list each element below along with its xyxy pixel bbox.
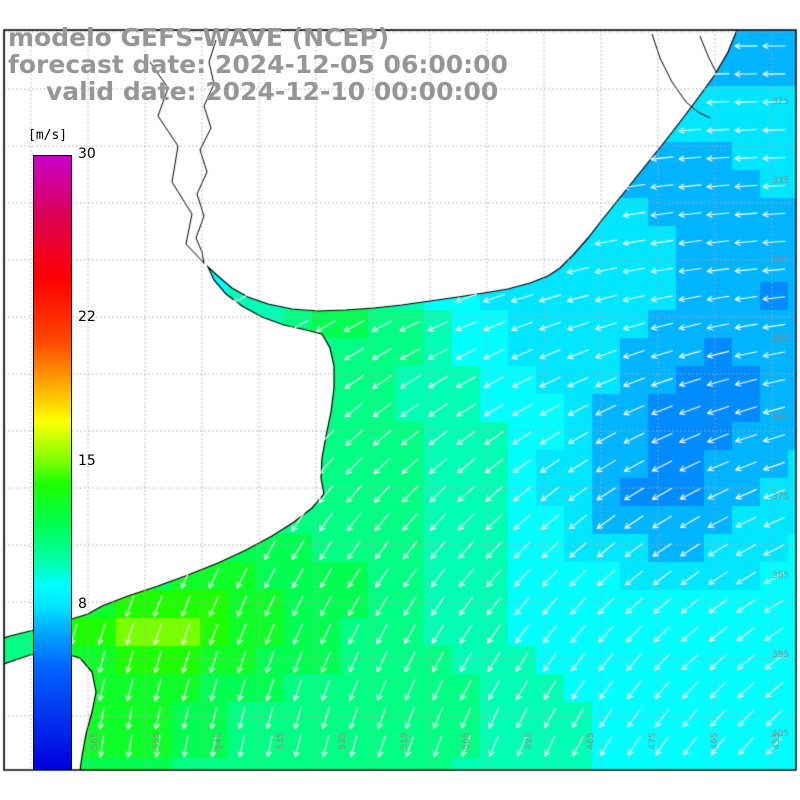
grid-label: 525 <box>338 732 348 750</box>
legend-tick-label: 30 <box>78 146 96 162</box>
grid-label: 405 <box>772 729 790 739</box>
grid-label: 465 <box>710 732 720 750</box>
legend-tick-label: 22 <box>78 309 96 326</box>
grid-label: 475 <box>648 732 658 750</box>
grid-label: 345 <box>772 255 790 265</box>
grid-label: 565 <box>90 732 100 750</box>
grid-label: 365 <box>772 413 790 423</box>
grid-label: 335 <box>772 176 790 186</box>
grid-label: 375 <box>772 492 790 502</box>
legend-color-bar <box>33 155 72 770</box>
grid-label: 555 <box>152 732 162 750</box>
grid-label: 355 <box>772 334 790 344</box>
grid-label: 515 <box>400 732 410 750</box>
grid-label: 545 <box>214 732 224 750</box>
grid-label: 455 <box>772 732 782 750</box>
grid-label: 395 <box>772 650 790 660</box>
legend-unit-label: [m/s] <box>28 128 68 143</box>
grid-label: 505 <box>462 732 472 750</box>
legend-tick-label: 8 <box>78 595 87 612</box>
grid-label: 485 <box>586 732 596 750</box>
legend-tick-label: 15 <box>78 452 96 469</box>
map-header: modelo GEFS-WAVE (NCEP) forecast date: 2… <box>8 24 508 105</box>
model-title: modelo GEFS-WAVE (NCEP) <box>8 23 390 52</box>
valid-date: valid date: 2024-12-10 00:00:00 <box>46 77 499 106</box>
grid-label: 495 <box>524 732 534 750</box>
grid-label: 535 <box>276 732 286 750</box>
grid-label: 325 <box>772 97 790 107</box>
forecast-date: forecast date: 2024-12-05 06:00:00 <box>8 50 508 79</box>
grid-label: 385 <box>772 571 790 581</box>
